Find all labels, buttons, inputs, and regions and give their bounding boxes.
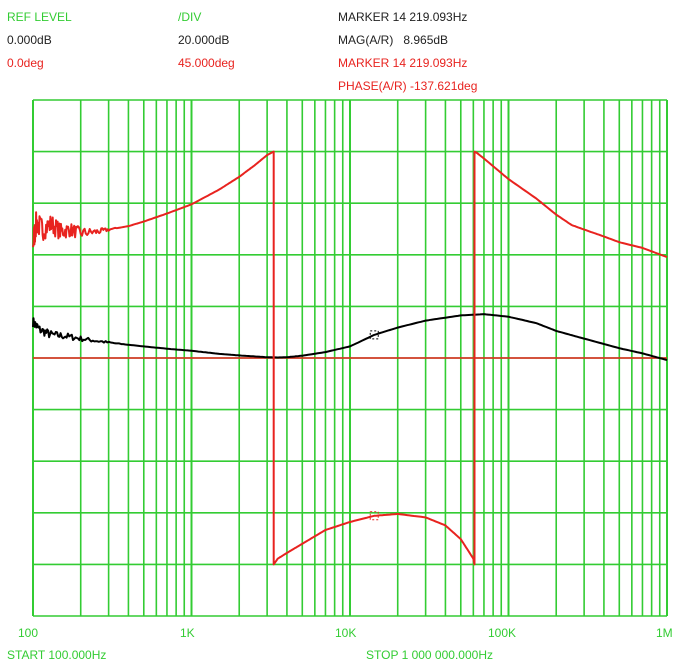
div-label: /DIV xyxy=(178,10,202,24)
mag-div-value: 20.000dB xyxy=(178,33,230,47)
x-tick-label-1m: 1M xyxy=(656,626,673,640)
marker-phase-line: MARKER 14 219.093Hz xyxy=(338,56,468,70)
phase-div-value: 45.000deg xyxy=(178,56,235,70)
start-frequency-label: START 100.000Hz xyxy=(7,648,107,662)
magnitude-marker xyxy=(369,330,379,340)
x-tick-label-100k: 100K xyxy=(488,626,517,640)
x-tick-label-10k: 10K xyxy=(335,626,357,640)
marker-mag-line: MARKER 14 219.093Hz xyxy=(338,10,468,24)
magnitude-trace xyxy=(32,313,668,362)
mag-ref-value: 0.000dB xyxy=(7,33,52,47)
mag-readout: MAG(A/R) 8.965dB xyxy=(338,33,449,47)
stop-frequency-label: STOP 1 000 000.000Hz xyxy=(366,648,493,662)
x-tick-label-100: 100 xyxy=(18,626,39,640)
phase-marker xyxy=(369,511,379,521)
phase-readout: PHASE(A/R) -137.621deg xyxy=(338,79,478,93)
x-tick-label-1k: 1K xyxy=(180,626,195,640)
phase-trace xyxy=(32,150,668,566)
phase-ref-value: 0.0deg xyxy=(7,56,44,70)
ref-level-label: REF LEVEL xyxy=(7,10,72,24)
